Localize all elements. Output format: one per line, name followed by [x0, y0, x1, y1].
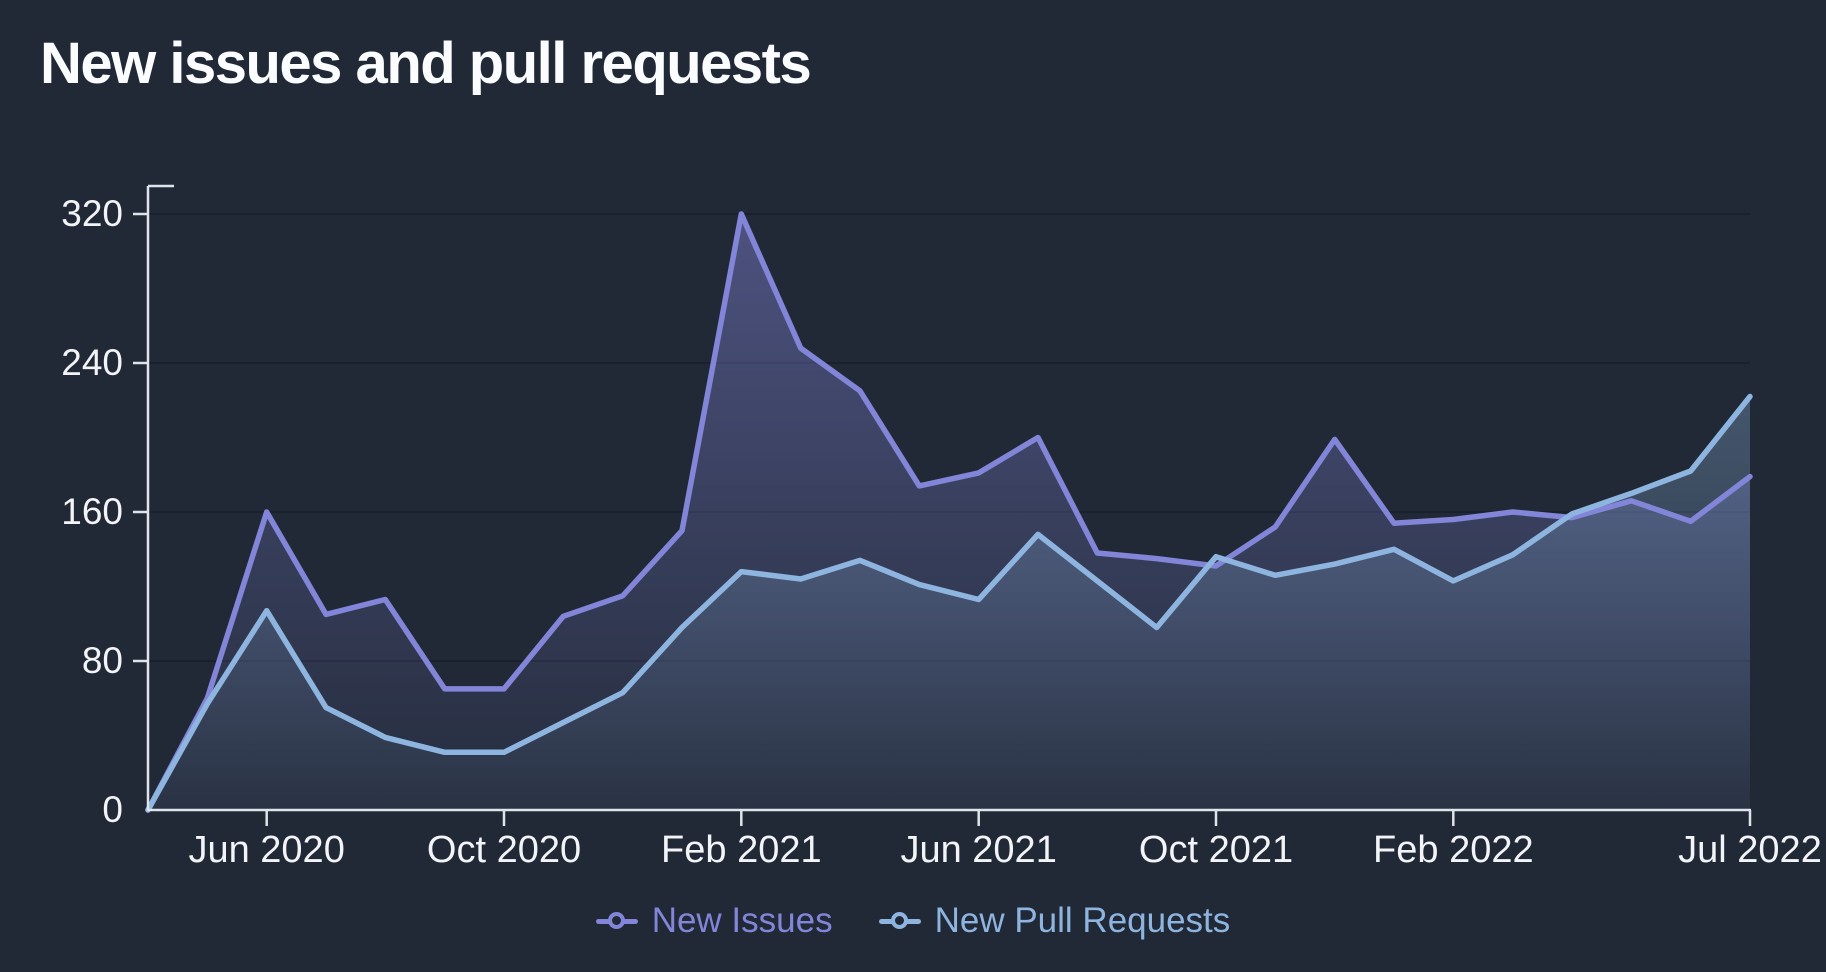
x-tick-label: Jun 2020 — [188, 829, 345, 871]
line-new-issues[interactable] — [145, 211, 1753, 813]
y-tick-label: 320 — [61, 193, 123, 234]
y-tick-label: 160 — [61, 491, 123, 532]
line-new-pull-requests[interactable] — [145, 393, 1753, 813]
chart-title: New issues and pull requests — [40, 31, 812, 96]
series-lines — [145, 211, 1753, 813]
y-tick-label: 240 — [61, 342, 123, 383]
x-tick-label: Oct 2020 — [426, 829, 582, 871]
y-tick-label: 0 — [102, 789, 123, 830]
x-tick-label: Jun 2021 — [900, 829, 1057, 871]
axes — [133, 184, 1752, 826]
x-tick-label: Feb 2022 — [1373, 829, 1534, 871]
legend-dot — [607, 912, 625, 929]
x-tick-label: Oct 2021 — [1138, 829, 1294, 871]
legend-marker-icon — [878, 912, 921, 930]
series-areas — [148, 214, 1750, 810]
legend-item-new-pull-requests[interactable]: New Pull Requests — [878, 901, 1231, 941]
legend-marker-icon — [595, 912, 638, 930]
legend-item-new-issues[interactable]: New Issues — [595, 901, 833, 941]
y-tick-label: 80 — [81, 640, 123, 681]
legend: New Issues New Pull Requests — [0, 894, 1826, 948]
legend-dot — [890, 912, 908, 929]
x-tick-label: Jul 2022 — [1678, 829, 1822, 871]
area-new-pull-requests[interactable] — [148, 396, 1750, 811]
x-tick-label: Feb 2021 — [661, 829, 822, 871]
legend-label: New Pull Requests — [934, 901, 1231, 940]
legend-label: New Issues — [651, 901, 833, 940]
